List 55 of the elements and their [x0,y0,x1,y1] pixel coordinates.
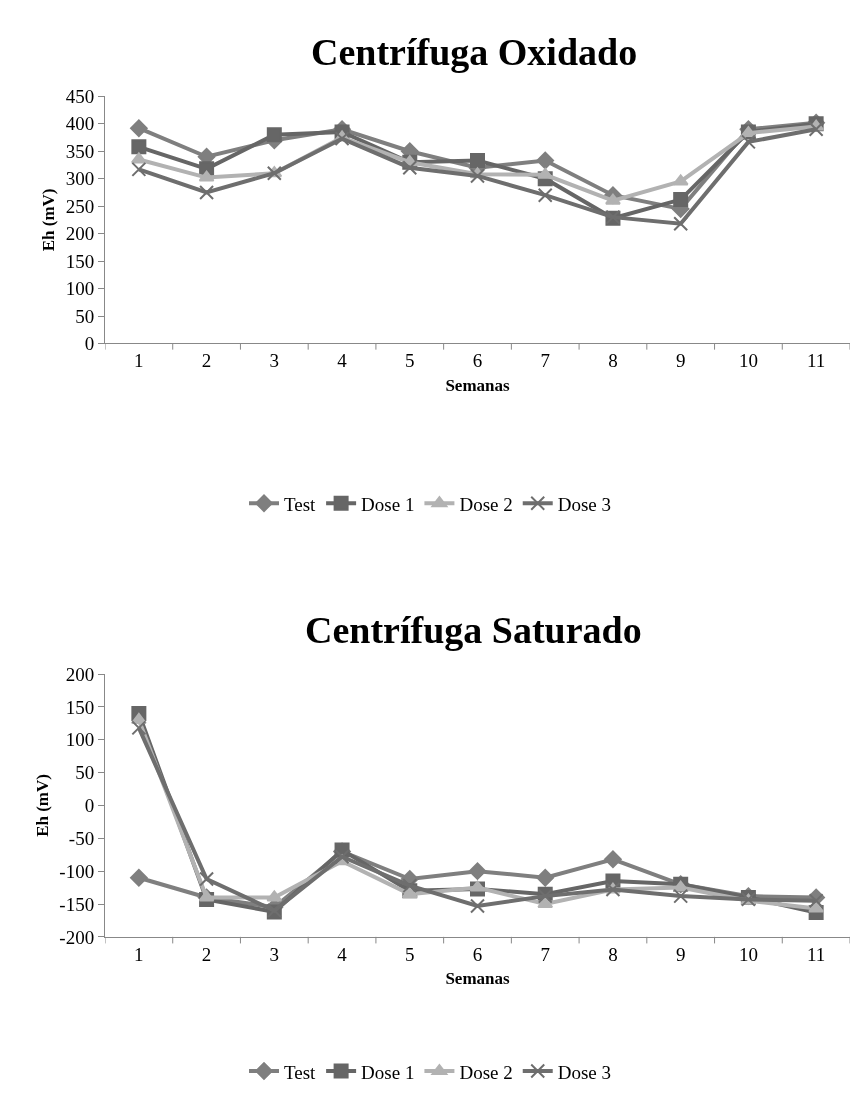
x-tick-label: 1 [134,943,144,965]
y-tick-label: 100 [65,278,95,300]
x-tick-label: 7 [540,943,550,965]
x-axis-title: Semanas [445,969,510,989]
y-tick-label: 50 [75,762,95,784]
x-tick-label: 6 [472,943,483,965]
legend-label: Dose 1 [361,1061,415,1083]
y-tick-label: -200 [59,926,95,948]
legend-label: Test [284,493,317,515]
legend-label: Dose 3 [557,1061,612,1083]
y-tick-label: -150 [59,893,95,915]
x-tick-label: 2 [201,943,212,965]
x-tick-label: 4 [337,350,348,372]
y-tick-label: -50 [68,827,95,849]
legend-label: Dose 2 [459,1061,513,1083]
y-tick-label: 200 [65,663,95,685]
y-tick-label: 0 [84,333,95,355]
x-tick-label: 11 [806,350,826,372]
y-tick-label: 150 [65,250,95,272]
x-tick-label: 6 [472,350,483,372]
x-tick-label: 1 [134,350,144,372]
legend-label: Dose 1 [361,493,415,515]
y-tick-label: 50 [75,305,95,327]
x-tick-label: 7 [540,350,550,372]
x-tick-label: 9 [675,350,686,372]
y-tick-label: 250 [65,195,95,217]
x-tick-label: 8 [608,943,618,965]
y-axis-title: Eh (mV) [39,188,59,252]
x-tick-label: 5 [405,943,415,965]
x-tick-label: 10 [738,350,758,372]
x-tick-label: 8 [608,350,618,372]
x-tick-label: 5 [405,350,415,372]
legend-label: Test [284,1061,317,1083]
chart-title: Centrífuga Saturado [305,609,642,651]
x-tick-label: 4 [337,943,348,965]
chart-title: Centrífuga Oxidado [311,31,638,73]
legend-label: Dose 3 [557,493,612,515]
x-tick-label: 11 [806,943,826,965]
x-tick-label: 10 [738,943,758,965]
y-tick-label: 100 [65,729,95,751]
y-axis-title: Eh (mV) [32,774,52,837]
x-axis-title: Semanas [445,375,510,395]
y-tick-label: 350 [65,140,95,162]
y-tick-label: 400 [65,113,95,135]
y-tick-label: -100 [59,860,95,882]
y-tick-label: 450 [65,85,95,107]
y-tick-label: 300 [65,168,95,190]
x-tick-label: 3 [269,350,280,372]
y-tick-label: 150 [65,696,95,718]
x-tick-label: 2 [201,350,212,372]
x-tick-label: 9 [675,943,686,965]
y-tick-label: 200 [65,223,95,245]
y-tick-label: 0 [84,795,95,817]
x-tick-label: 3 [269,943,280,965]
legend-label: Dose 2 [459,493,513,515]
